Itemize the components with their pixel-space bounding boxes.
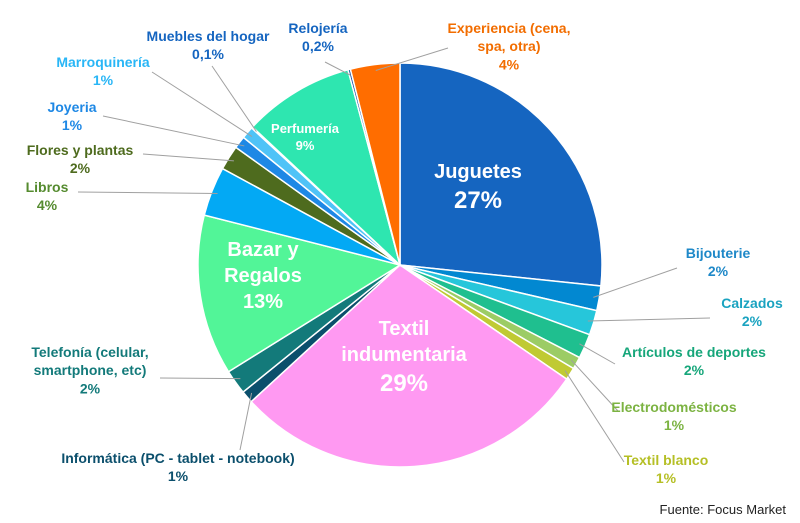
- slice-labels: Juguetes 27% Bijouterie 2% Calzados 2% Artícul…: [26, 20, 783, 486]
- leader-line-17: [375, 47, 449, 71]
- slice-label-15: Perfumería 9%: [271, 121, 340, 153]
- slice-label-6: Textil indumentaria 29%: [341, 318, 467, 397]
- slice-label-1: Bijouterie 2%: [686, 245, 751, 279]
- leader-line-5: [564, 370, 625, 463]
- leader-line-7: [239, 392, 253, 451]
- slice-label-5: Textil blanco 1%: [624, 452, 709, 486]
- leader-line-12: [102, 115, 245, 147]
- leader-line-16: [324, 61, 351, 76]
- slice-label-9: Bazar y Regalos 13%: [224, 239, 302, 313]
- slice-label-17: Experiencia (cena, spa, otra) 4%: [448, 20, 571, 72]
- slice-label-16: Relojería 0,2%: [288, 20, 347, 54]
- slice-label-7: Informática (PC - tablet - notebook) 1%: [61, 450, 294, 484]
- pie-slices: [197, 62, 603, 468]
- leader-line-4: [570, 359, 619, 412]
- leader-line-10: [77, 191, 218, 194]
- slice-label-11: Flores y plantas 2%: [27, 142, 134, 176]
- leader-line-11: [142, 153, 234, 162]
- slice-label-3: Artículos de deportes 2%: [622, 344, 766, 378]
- slice-label-13: Marroquinería 1%: [56, 54, 150, 88]
- leader-line-3: [579, 343, 616, 365]
- leader-lines: [77, 47, 711, 463]
- pie-slice-6: [250, 264, 568, 468]
- slice-label-14: Muebles del hogar 0,1%: [147, 28, 270, 62]
- leader-line-8: [159, 377, 241, 380]
- slice-label-2: Calzados 2%: [721, 295, 783, 329]
- leader-line-14: [211, 65, 257, 132]
- source-note: Fuente: Focus Market: [659, 502, 786, 517]
- slice-label-4: Electrodomésticos 1%: [611, 399, 736, 433]
- leader-line-13: [151, 71, 253, 137]
- leader-line-2: [587, 317, 711, 322]
- pie-slice-9: [197, 214, 402, 373]
- pie-slice-0: [399, 62, 603, 287]
- slice-label-8: Telefonía (celular, smartphone, etc) 2%: [31, 344, 148, 396]
- pie-slice-15: [251, 68, 402, 268]
- slice-label-10: Libros 4%: [26, 179, 69, 213]
- slice-label-12: Joyeria 1%: [47, 99, 96, 133]
- leader-line-1: [593, 267, 678, 298]
- slice-label-0: Juguetes 27%: [434, 161, 522, 214]
